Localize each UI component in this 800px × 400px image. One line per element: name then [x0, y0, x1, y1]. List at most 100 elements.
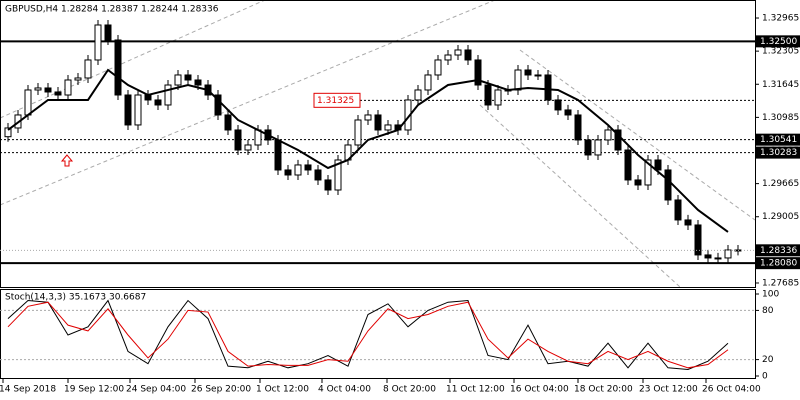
candle-body — [294, 164, 302, 176]
stoch-panel: 0 20 80 100 14 Sep 2018 19 Sep 12:00 24 Sep 04… — [0, 290, 779, 395]
candle-body — [554, 99, 562, 111]
candle-body — [224, 114, 232, 131]
main-frame — [0, 0, 756, 288]
candle-body — [464, 49, 472, 61]
candle-body — [414, 89, 422, 101]
candle-body — [494, 89, 502, 106]
candle-body — [694, 224, 702, 256]
candle-body — [64, 79, 72, 96]
x-tick-label: 16 Oct 04:00 — [510, 385, 569, 395]
candle-body — [724, 249, 732, 259]
candle-body — [384, 124, 392, 131]
candle-body — [184, 74, 192, 81]
level-label: 1.32500 — [760, 37, 797, 47]
channel-lines — [0, 0, 756, 288]
candle-body — [154, 99, 162, 106]
candle-body — [654, 159, 662, 171]
x-tick-label: 18 Oct 20:00 — [574, 385, 633, 395]
candle-body — [34, 87, 42, 91]
candle-body — [514, 69, 522, 91]
y-tick-label: 1.29005 — [762, 212, 799, 222]
x-tick-label: 19 Sep 12:00 — [64, 385, 124, 395]
chart-title: GBPUSD,H4 1.28284 1.28387 1.28244 1.2833… — [5, 5, 219, 15]
channel-line — [479, 104, 681, 288]
candle-body — [684, 219, 692, 226]
x-tick-label: 26 Oct 04:00 — [702, 385, 761, 395]
y-tick-label: 100 — [762, 290, 779, 300]
candle-body — [594, 139, 602, 156]
moving-average — [7, 68, 729, 233]
y-tick-label: 1.29665 — [762, 179, 799, 189]
x-tick-label: 1 Oct 12:00 — [256, 385, 309, 395]
candle-body — [274, 139, 282, 171]
current-price-label: 1.28336 — [760, 246, 797, 256]
level-label-box — [756, 133, 800, 146]
candle-body — [524, 69, 532, 76]
annotation-label: 1.31325 — [317, 96, 354, 106]
candle-body — [24, 89, 32, 116]
candle-body — [634, 179, 642, 186]
candle-body — [444, 54, 452, 61]
candle-body — [354, 119, 362, 146]
level-label-box — [756, 257, 800, 270]
candle-body — [74, 77, 82, 81]
y-tick-label: 1.27685 — [762, 278, 799, 288]
candle-body — [544, 74, 552, 101]
candle-body — [134, 94, 142, 126]
candle-body — [644, 159, 652, 186]
y-tick-label: 1.32305 — [762, 47, 799, 57]
candle-body — [284, 169, 292, 176]
y-tick-label: 1.32965 — [762, 14, 799, 24]
level-label: 1.30541 — [760, 135, 797, 145]
candle-body — [574, 114, 582, 141]
stoch-line — [7, 301, 729, 369]
candle-body — [584, 139, 592, 156]
x-tick-label: 26 Sep 20:00 — [191, 385, 251, 395]
stoch-frame — [0, 289, 756, 379]
x-tick-label: 11 Oct 12:00 — [446, 385, 505, 395]
candle-body — [454, 49, 462, 56]
candle-body — [534, 74, 542, 77]
candle-body — [364, 114, 372, 121]
x-tick-label: 23 Oct 12:00 — [639, 385, 698, 395]
level-label-box — [756, 146, 800, 159]
stoch-title: Stoch(14,3,3) 35.1673 30.6687 — [5, 293, 146, 303]
candle-body — [194, 79, 202, 86]
stoch-line — [7, 299, 729, 370]
candle-body — [714, 257, 722, 260]
candle-body — [564, 109, 572, 116]
arrow-icon — [60, 154, 74, 167]
candle-body — [164, 84, 172, 106]
candle-body — [434, 59, 442, 76]
candle-body — [54, 91, 62, 96]
candle-body — [104, 24, 112, 41]
x-tick-label: 4 Oct 04:00 — [318, 385, 371, 395]
y-tick-label: 20 — [762, 355, 774, 365]
candle-body — [624, 149, 632, 181]
candle-body — [304, 164, 312, 171]
candle-body — [484, 84, 492, 106]
candle-body — [254, 129, 262, 146]
y-tick-label: 1.30985 — [762, 113, 799, 123]
candle-body — [424, 74, 432, 91]
candle-body — [604, 129, 612, 141]
candle-body — [114, 39, 122, 96]
channel-line — [0, 0, 496, 206]
candle-body — [664, 169, 672, 201]
channel-line — [519, 49, 756, 221]
current-price-box — [756, 244, 800, 257]
candle-body — [704, 254, 712, 259]
level-label: 1.28080 — [760, 259, 797, 269]
annotation-box — [313, 92, 361, 108]
candle-body — [174, 74, 182, 86]
candle-body — [124, 94, 132, 126]
candle-body — [244, 144, 252, 151]
candle-body — [474, 59, 482, 86]
channel-line — [0, 0, 266, 119]
candle-body — [324, 179, 332, 191]
candle-body — [4, 127, 12, 138]
x-tick-label: 14 Sep 2018 — [0, 385, 56, 395]
main-panel: 1.329651.323051.316451.309851.303251.296… — [0, 14, 800, 288]
level-label-box — [756, 35, 800, 48]
